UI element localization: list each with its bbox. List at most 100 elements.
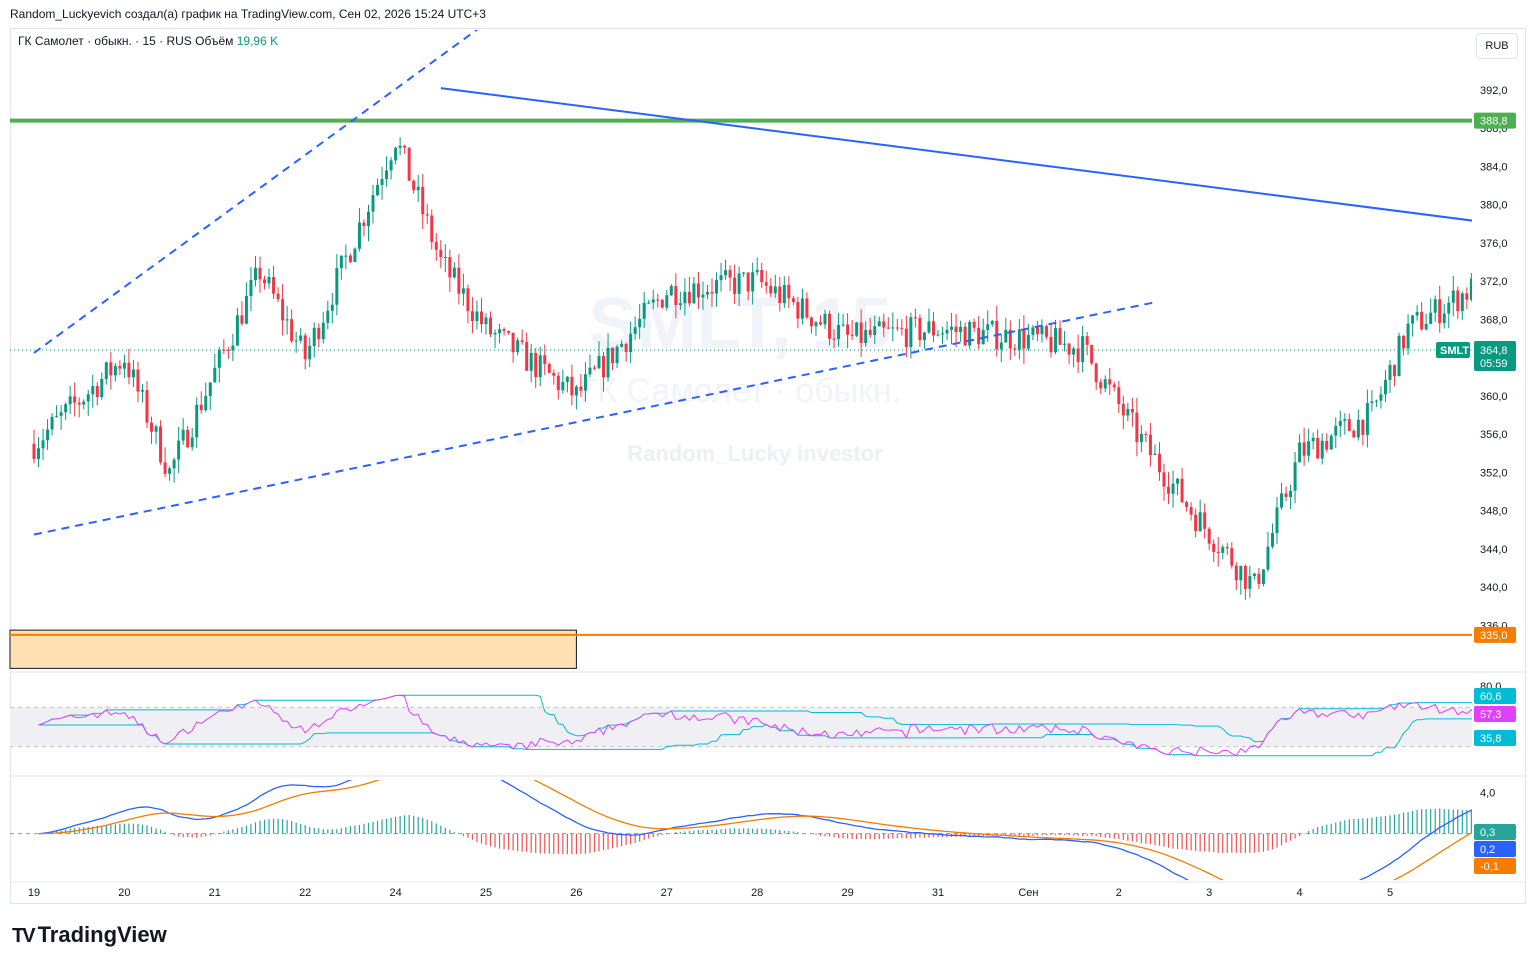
candle-body <box>936 334 940 336</box>
candle-body <box>665 295 669 308</box>
candle-body <box>1456 290 1460 312</box>
candle-body <box>832 338 836 340</box>
candle-body <box>950 326 954 330</box>
candle-body <box>674 286 678 306</box>
symbol-legend[interactable]: ГК Самолет · обыкн. · 15 · RUS Объём 19,… <box>18 34 278 48</box>
candle-body <box>963 326 967 346</box>
candle-body <box>579 386 583 391</box>
rsi-value-badge <box>1474 730 1516 746</box>
candle-body <box>109 362 113 376</box>
time-axis-label: 25 <box>480 887 492 899</box>
candle-body <box>868 329 872 336</box>
candle-body <box>931 321 935 336</box>
candle-body <box>1221 547 1225 554</box>
rsi-lower-band <box>38 718 1472 757</box>
candle-body <box>1511 271 1514 288</box>
macd-value-label: 0,3 <box>1480 827 1495 839</box>
candle-body <box>800 298 804 319</box>
candle-body <box>457 267 461 294</box>
candle-body <box>285 319 289 321</box>
candle-body <box>525 342 529 371</box>
candle-body <box>231 345 235 351</box>
candle-body <box>371 195 375 212</box>
candle-body <box>592 367 596 369</box>
candle-body <box>154 426 158 432</box>
candle-body <box>290 319 294 342</box>
candle-body <box>190 437 194 448</box>
candle-body <box>1524 270 1527 273</box>
candle-body <box>1234 565 1238 581</box>
candle-body <box>263 279 267 284</box>
candle-body <box>398 145 402 148</box>
candle-body <box>317 327 321 340</box>
time-axis-label: 5 <box>1387 887 1393 899</box>
candle-body <box>511 332 515 353</box>
macd-line <box>38 780 1472 880</box>
candle-body <box>235 315 239 346</box>
candle-body <box>366 211 370 226</box>
candle-body <box>823 313 827 325</box>
candle-body <box>552 372 556 376</box>
support-zone[interactable] <box>9 629 577 669</box>
price-axis-label: 380,0 <box>1480 200 1508 212</box>
candle-body <box>999 342 1003 350</box>
candle-body <box>1031 327 1035 335</box>
current-price-label: 364,8 <box>1480 345 1508 357</box>
candle-body <box>475 311 479 322</box>
price-axis-label: 348,0 <box>1480 506 1508 518</box>
watermark-author: Random_Lucky investor <box>627 441 883 466</box>
candle-body <box>828 313 832 339</box>
candle-body <box>1148 434 1152 456</box>
candle-body <box>669 286 673 296</box>
candle-body <box>1320 440 1324 459</box>
dashed-trendline[interactable] <box>33 301 1156 536</box>
currency-button[interactable]: RUB <box>1476 33 1518 59</box>
candle-body <box>77 402 81 405</box>
candle-body <box>701 294 705 298</box>
candles[interactable] <box>32 137 1534 600</box>
tradingview-logo[interactable]: TV TradingView <box>12 922 167 948</box>
candle-body <box>660 299 664 308</box>
candle-body <box>122 362 126 369</box>
candle-body <box>376 184 380 196</box>
candle-body <box>240 315 244 324</box>
rsi-pane[interactable] <box>10 694 1534 757</box>
macd-value-badge <box>1474 858 1516 874</box>
symbol-badge <box>1436 342 1470 359</box>
candle-body <box>1442 313 1446 324</box>
candle-body <box>86 394 90 402</box>
candle-body <box>959 326 963 333</box>
watermark-name: ГК Самолет · обыкн. <box>579 372 901 410</box>
candle-body <box>1198 512 1202 532</box>
candle-body <box>1469 278 1472 300</box>
candle-body <box>73 396 77 403</box>
chart-frame <box>10 28 1526 904</box>
candle-body <box>443 257 447 259</box>
price-axis-label: 360,0 <box>1480 391 1508 403</box>
candle-body <box>1338 420 1342 426</box>
candle-body <box>461 288 465 294</box>
candle-body <box>850 334 854 336</box>
volume-value: 19,96 K <box>236 34 279 48</box>
candle-body <box>1529 273 1532 293</box>
candle-body <box>470 311 474 322</box>
candle-body <box>683 291 687 304</box>
candle-body <box>733 277 737 294</box>
candle-body <box>629 333 633 353</box>
candle-body <box>1194 514 1198 532</box>
candle-body <box>330 304 334 311</box>
macd-pane[interactable] <box>10 745 1534 920</box>
trendline[interactable] <box>440 87 1534 558</box>
dashed-trendline[interactable] <box>33 23 486 354</box>
candle-body <box>1040 326 1044 335</box>
candle-body <box>1520 270 1523 294</box>
candle-body <box>127 362 131 378</box>
candle-body <box>389 160 393 171</box>
symbol-legend-text: ГК Самолет · обыкн. · 15 · RUS <box>18 34 192 48</box>
candle-body <box>547 364 551 373</box>
candle-body <box>583 374 587 391</box>
candle-body <box>1167 486 1171 494</box>
candle-body <box>113 365 117 376</box>
candle-body <box>597 355 601 369</box>
